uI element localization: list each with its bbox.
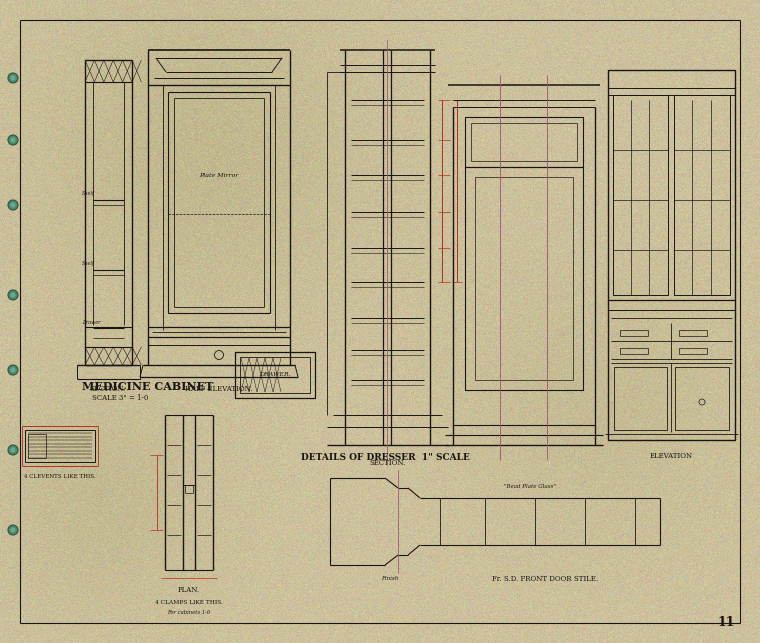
Bar	[465, 167, 583, 390]
Circle shape	[11, 293, 15, 298]
Bar	[679, 348, 707, 354]
Text: 4 CLEVENTS LIKE THIS.: 4 CLEVENTS LIKE THIS.	[24, 473, 96, 478]
Circle shape	[8, 445, 18, 455]
Circle shape	[11, 527, 15, 532]
Bar	[475, 177, 573, 380]
Text: Shelf: Shelf	[82, 192, 95, 197]
Bar	[674, 95, 730, 295]
Text: ELEVATION: ELEVATION	[650, 452, 692, 460]
Bar	[620, 348, 648, 354]
Text: Shelf: Shelf	[82, 262, 95, 266]
Text: Fr. S.D. FRONT DOOR STILE.: Fr. S.D. FRONT DOOR STILE.	[492, 575, 598, 583]
Bar	[240, 357, 310, 393]
Bar	[25, 430, 95, 462]
Circle shape	[8, 200, 18, 210]
Bar	[235, 352, 315, 398]
Text: DETAILS OF DRESSER  1" SCALE: DETAILS OF DRESSER 1" SCALE	[300, 453, 470, 462]
Bar	[620, 330, 648, 336]
Bar	[675, 367, 729, 430]
Circle shape	[8, 365, 18, 375]
Text: HALF ELEVATION.: HALF ELEVATION.	[185, 385, 253, 393]
Circle shape	[11, 138, 15, 143]
Circle shape	[8, 290, 18, 300]
Bar	[185, 485, 193, 493]
Circle shape	[11, 203, 15, 208]
Circle shape	[8, 525, 18, 535]
Bar	[614, 367, 667, 430]
Text: Finish: Finish	[382, 577, 399, 581]
Text: "Bead Plate Glass": "Bead Plate Glass"	[504, 484, 556, 489]
Bar	[613, 95, 668, 295]
Text: For cabinets 1-0: For cabinets 1-0	[167, 610, 211, 615]
Circle shape	[11, 368, 15, 372]
Text: SECTION.: SECTION.	[90, 385, 126, 393]
Circle shape	[8, 135, 18, 145]
Circle shape	[11, 448, 15, 453]
Bar	[471, 123, 577, 161]
Text: SECTION.: SECTION.	[369, 459, 405, 467]
Bar	[679, 330, 707, 336]
Text: DRAWER.: DRAWER.	[259, 372, 291, 377]
Text: Plate Mirror: Plate Mirror	[199, 174, 239, 179]
Bar	[608, 70, 735, 440]
Text: 4 CLAMPS LIKE THIS.: 4 CLAMPS LIKE THIS.	[155, 599, 223, 604]
Text: Drawer: Drawer	[82, 320, 100, 325]
Circle shape	[8, 73, 18, 83]
Circle shape	[11, 75, 15, 80]
Bar	[28, 434, 46, 458]
Text: MEDICINE CABINET: MEDICINE CABINET	[82, 381, 214, 392]
Bar	[465, 117, 583, 167]
Text: SCALE 3" = 1-0: SCALE 3" = 1-0	[92, 394, 148, 402]
Text: 11: 11	[717, 617, 735, 629]
Text: PLAN.: PLAN.	[178, 586, 200, 594]
